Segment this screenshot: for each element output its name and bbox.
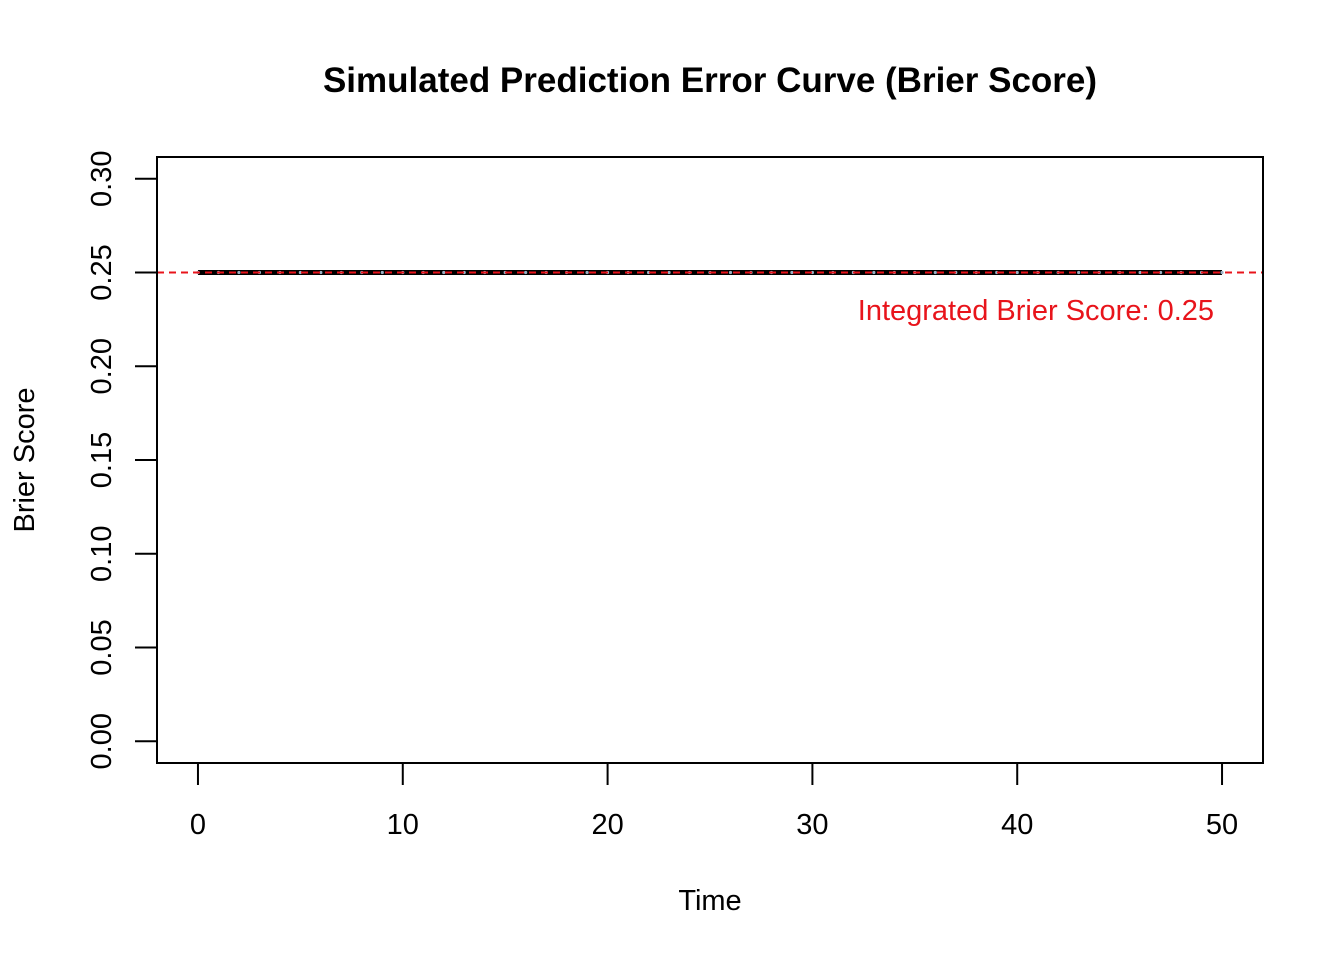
plot-area: Integrated Brier Score: 0.25 [157,270,1263,327]
series-point [524,270,528,275]
series-point [790,270,794,275]
chart-title: Simulated Prediction Error Curve (Brier … [323,61,1097,100]
y-axis-title: Brier Score [9,387,41,532]
y-tick-label: 0.00 [86,713,118,769]
series-point [728,270,733,275]
plot-frame [156,156,1264,764]
x-tick-label: 30 [796,809,828,841]
series-point [442,270,446,275]
series-point [319,270,323,275]
series-point [1077,270,1081,275]
series-point [585,270,589,275]
series-point [1220,270,1224,275]
series-point [667,270,671,275]
y-tick-label: 0.05 [86,619,118,675]
y-tick-label: 0.25 [86,244,118,300]
x-tick-label: 0 [190,809,206,841]
series-point [1015,270,1019,275]
x-tick-label: 40 [1001,809,1033,841]
x-tick-label: 10 [387,809,419,841]
y-axis: 0.00 0.05 0.10 0.15 0.20 0.25 0.30 [86,151,158,769]
y-tick-label: 0.30 [86,151,118,207]
annotation-text: Integrated Brier Score: 0.25 [858,295,1214,327]
x-tick-label: 20 [591,809,623,841]
y-tick-label: 0.10 [86,526,118,582]
series-point [237,270,241,275]
x-axis-title: Time [678,885,741,917]
series-point [872,270,876,275]
series-point [380,270,384,275]
x-tick-label: 50 [1206,809,1238,841]
series-point [1138,270,1142,275]
series-point [933,270,937,275]
y-tick-label: 0.15 [86,432,118,488]
y-tick-label: 0.20 [86,338,118,394]
